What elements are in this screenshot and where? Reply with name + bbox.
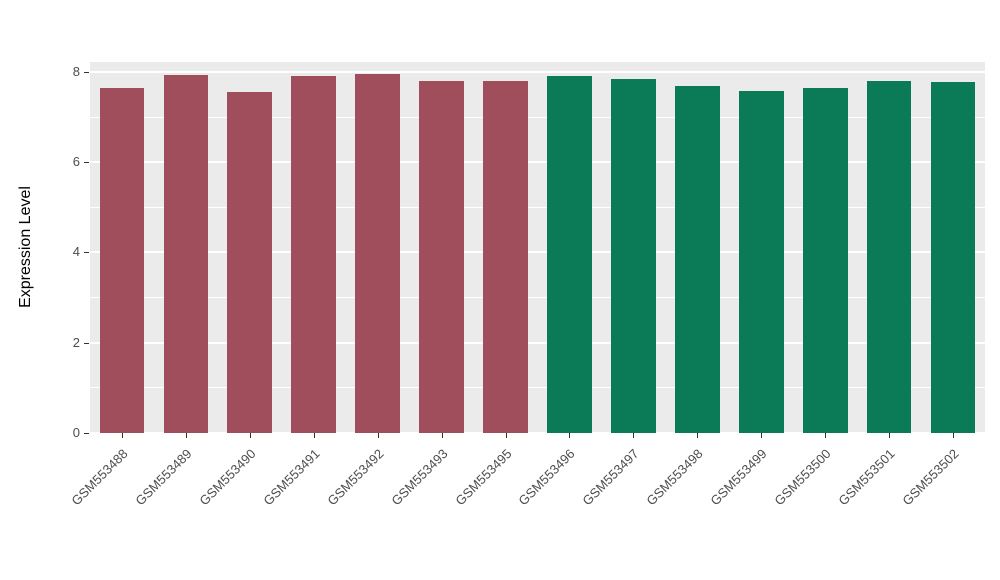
x-tick-mark bbox=[889, 433, 891, 438]
x-tick-mark bbox=[569, 433, 571, 438]
gridline-major bbox=[90, 70, 985, 73]
x-tick-mark bbox=[761, 433, 763, 438]
x-tick-label: GSM553502 bbox=[899, 446, 962, 509]
bar bbox=[674, 86, 720, 433]
y-tick-label: 0 bbox=[72, 425, 80, 440]
x-tick-label: GSM553491 bbox=[260, 446, 323, 509]
bar bbox=[355, 73, 401, 433]
y-tick-label: 4 bbox=[72, 244, 80, 260]
x-tick-label: GSM553490 bbox=[196, 446, 259, 509]
x-tick-mark bbox=[697, 433, 699, 438]
x-tick-label: GSM553496 bbox=[515, 446, 579, 509]
x-tick-mark bbox=[185, 433, 187, 438]
bar bbox=[163, 75, 209, 433]
x-tick-label: GSM553497 bbox=[579, 446, 643, 509]
gridline-major bbox=[90, 341, 985, 344]
gridline-major bbox=[90, 432, 985, 434]
bar bbox=[419, 80, 464, 433]
x-tick-label: GSM553495 bbox=[451, 446, 515, 509]
x-tick-mark bbox=[377, 433, 379, 438]
gridline-major bbox=[90, 161, 985, 164]
gridline-minor bbox=[90, 297, 985, 299]
x-tick-mark bbox=[505, 433, 507, 438]
plot-panel bbox=[90, 62, 985, 434]
y-tick-mark bbox=[84, 433, 89, 434]
bar bbox=[99, 87, 145, 433]
bar bbox=[227, 92, 273, 433]
x-tick-label: GSM553488 bbox=[68, 446, 131, 509]
x-tick-mark bbox=[825, 433, 827, 438]
gridline-minor bbox=[90, 387, 985, 389]
y-tick-mark bbox=[84, 71, 89, 73]
y-tick-label: 2 bbox=[72, 334, 80, 350]
x-tick-mark bbox=[633, 433, 635, 438]
x-tick-mark bbox=[953, 433, 955, 438]
bar bbox=[802, 88, 848, 433]
x-tick-label: GSM553493 bbox=[387, 446, 451, 509]
x-tick-mark bbox=[313, 433, 315, 438]
gridline-major bbox=[90, 251, 985, 254]
x-tick-label: GSM553489 bbox=[132, 446, 195, 509]
x-tick-label: GSM553498 bbox=[643, 446, 706, 509]
x-tick-mark bbox=[249, 433, 251, 438]
bar bbox=[738, 90, 784, 433]
y-tick-mark bbox=[84, 162, 89, 164]
y-tick-label: 6 bbox=[72, 154, 80, 170]
bar bbox=[930, 82, 976, 433]
gridline-minor bbox=[90, 206, 985, 208]
bar bbox=[291, 76, 337, 433]
x-tick-label: GSM553499 bbox=[707, 446, 770, 509]
x-tick-label: GSM553500 bbox=[771, 446, 834, 509]
y-tick-mark bbox=[84, 342, 89, 344]
bar bbox=[547, 76, 592, 433]
x-tick-mark bbox=[441, 433, 443, 438]
bar bbox=[611, 78, 656, 433]
x-tick-mark bbox=[121, 433, 123, 438]
y-tick-label: 8 bbox=[72, 63, 80, 79]
bar bbox=[866, 80, 912, 433]
x-tick-label: GSM553501 bbox=[835, 446, 898, 509]
y-tick-mark bbox=[84, 252, 89, 254]
x-tick-label: GSM553492 bbox=[324, 446, 387, 509]
bar bbox=[483, 80, 528, 433]
gridline-minor bbox=[90, 116, 985, 118]
